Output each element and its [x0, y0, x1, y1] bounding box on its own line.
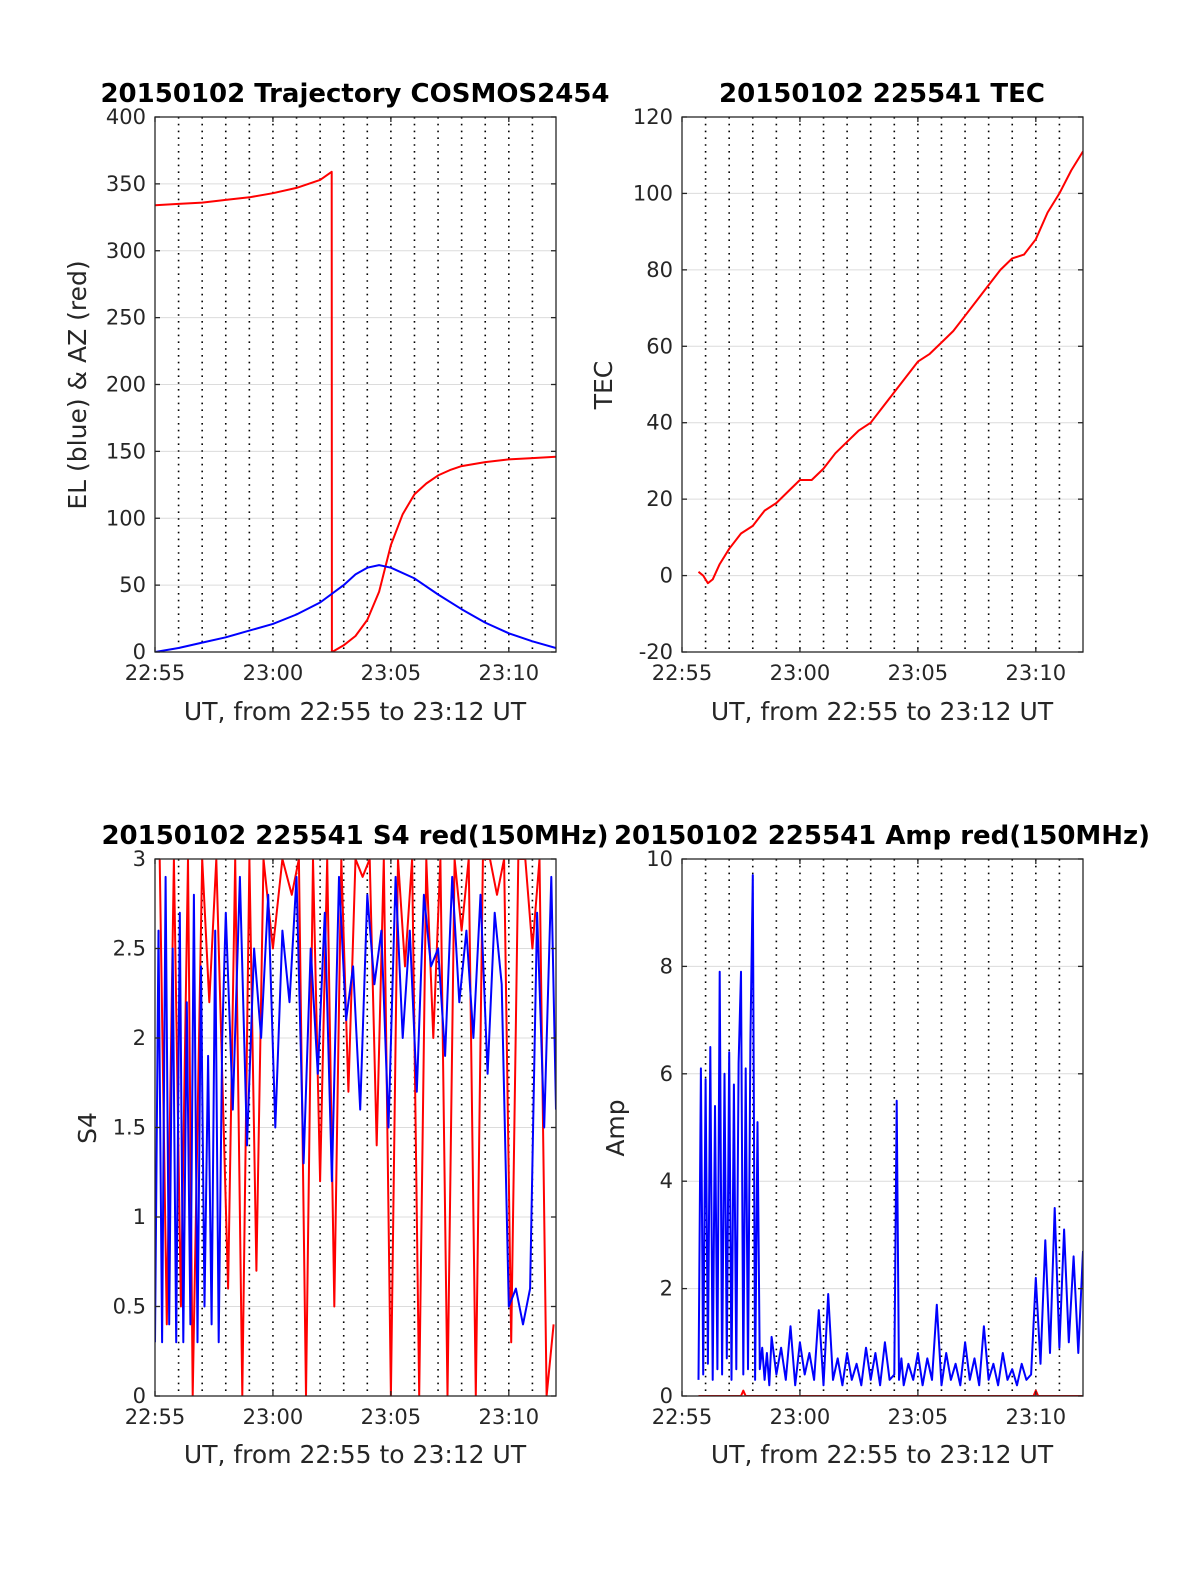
amp-x-tick-label: 23:10 — [1006, 1405, 1067, 1429]
tec-series-0-line — [697, 150, 1083, 585]
s4-panel: 20150102 225541 S4 red(150MHz) UT, from … — [73, 821, 609, 1469]
trajectory-y-axis-label: EL (blue) & AZ (red) — [63, 260, 92, 509]
s4-title: 20150102 225541 S4 red(150MHz) — [101, 821, 608, 851]
s4-y-tick-label: 0.5 — [113, 1295, 146, 1319]
traj-x-tick-label: 23:10 — [479, 661, 540, 685]
amp-plot-frame — [681, 858, 1084, 1397]
tec-x-tick-label: 23:10 — [1006, 661, 1067, 685]
s4-y-tick-label: 0 — [133, 1384, 146, 1408]
traj-x-tick-label: 23:05 — [361, 661, 422, 685]
tec-x-tick-label: 22:55 — [652, 661, 713, 685]
traj-y-tick-label: 400 — [106, 105, 146, 129]
tec-y-tick-label: 60 — [646, 334, 673, 358]
amp-series-0-line — [698, 1389, 1083, 1396]
s4-x-tick-label: 22:55 — [125, 1405, 186, 1429]
traj-y-tick-label: 100 — [106, 506, 146, 530]
tec-y-tick-label: -20 — [639, 640, 673, 664]
s4-y-tick-label: 2 — [133, 1026, 146, 1050]
traj-x-tick-label: 22:55 — [125, 661, 186, 685]
traj-y-tick-label: 150 — [106, 439, 146, 463]
amp-y-tick-label: 4 — [660, 1169, 673, 1193]
amp-x-axis-label: UT, from 22:55 to 23:12 UT — [711, 1440, 1054, 1469]
s4-y-tick-label: 1 — [133, 1205, 146, 1229]
amp-y-tick-label: 2 — [660, 1277, 673, 1301]
trajectory-x-axis-label: UT, from 22:55 to 23:12 UT — [184, 697, 527, 726]
amp-title: 20150102 225541 Amp red(150MHz) — [614, 821, 1150, 851]
amp-x-tick-label: 23:00 — [770, 1405, 831, 1429]
tec-y-tick-label: 40 — [646, 411, 673, 435]
amp-panel: 20150102 225541 Amp red(150MHz) UT, from… — [601, 821, 1150, 1469]
traj-series-0-line — [155, 170, 556, 652]
tec-x-axis-label: UT, from 22:55 to 23:12 UT — [711, 697, 1054, 726]
traj-series-1-line — [155, 564, 556, 652]
s4-x-tick-label: 23:10 — [479, 1405, 540, 1429]
traj-y-tick-label: 300 — [106, 239, 146, 263]
amp-y-tick-label: 6 — [660, 1062, 673, 1086]
tec-y-tick-label: 20 — [646, 487, 673, 511]
s4-series-1-line — [155, 875, 556, 1344]
s4-x-tick-label: 23:00 — [243, 1405, 304, 1429]
traj-x-tick-label: 23:00 — [243, 661, 304, 685]
amp-y-tick-label: 8 — [660, 954, 673, 978]
tec-y-tick-label: 100 — [633, 181, 673, 205]
tec-x-tick-label: 23:00 — [770, 661, 831, 685]
s4-x-tick-label: 23:05 — [361, 1405, 422, 1429]
s4-y-tick-label: 1.5 — [113, 1116, 146, 1140]
s4-y-tick-label: 3 — [133, 847, 146, 871]
amp-y-axis-label: Amp — [601, 1099, 630, 1156]
tec-panel: 20150102 225541 TEC UT, from 22:55 to 23… — [589, 79, 1084, 726]
tec-y-tick-label: 80 — [646, 258, 673, 282]
tec-plot-frame — [681, 116, 1084, 653]
traj-y-tick-label: 50 — [119, 573, 146, 597]
traj-y-tick-label: 0 — [133, 640, 146, 664]
amp-y-tick-label: 0 — [660, 1384, 673, 1408]
s4-x-axis-label: UT, from 22:55 to 23:12 UT — [184, 1440, 527, 1469]
trajectory-panel: 20150102 Trajectory COSMOS2454 UT, from … — [63, 79, 610, 726]
s4-series-0-line — [158, 859, 555, 1396]
amp-y-tick-label: 10 — [646, 847, 673, 871]
s4-y-axis-label: S4 — [73, 1112, 102, 1144]
amp-x-tick-label: 23:05 — [888, 1405, 949, 1429]
traj-y-tick-label: 250 — [106, 306, 146, 330]
traj-y-tick-label: 200 — [106, 373, 146, 397]
tec-y-tick-label: 0 — [660, 564, 673, 588]
s4-y-tick-label: 2.5 — [113, 937, 146, 961]
trajectory-title: 20150102 Trajectory COSMOS2454 — [100, 79, 609, 109]
tec-y-tick-label: 120 — [633, 105, 673, 129]
amp-x-tick-label: 22:55 — [652, 1405, 713, 1429]
tec-x-tick-label: 23:05 — [888, 661, 949, 685]
tec-y-axis-label: TEC — [589, 361, 618, 411]
traj-y-tick-label: 350 — [106, 172, 146, 196]
tec-title: 20150102 225541 TEC — [719, 79, 1045, 109]
amp-series-1-line — [697, 874, 1083, 1387]
